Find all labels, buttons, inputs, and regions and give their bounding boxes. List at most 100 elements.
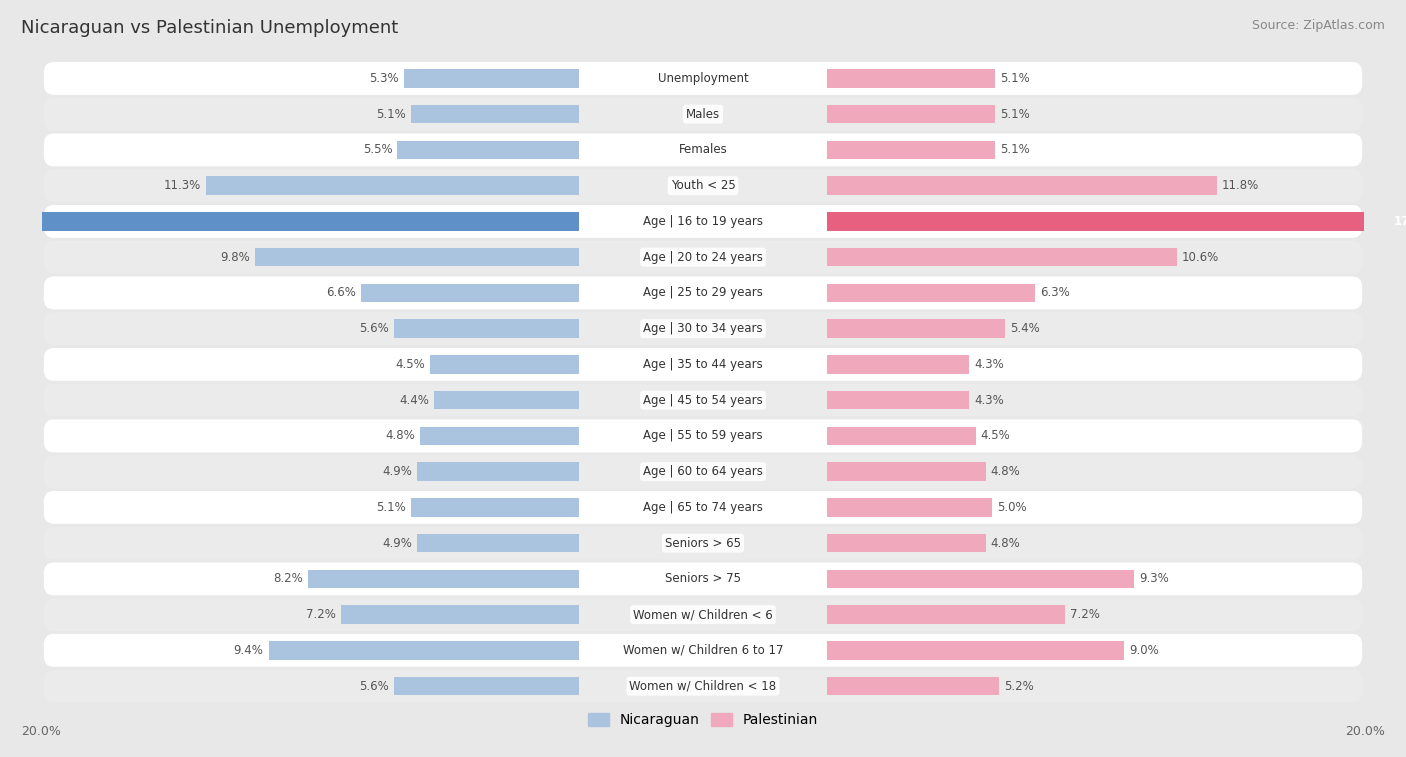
Bar: [398, 141, 579, 159]
Text: 4.4%: 4.4%: [399, 394, 429, 407]
Text: 4.9%: 4.9%: [382, 465, 412, 478]
FancyBboxPatch shape: [44, 562, 1362, 595]
Bar: [418, 463, 579, 481]
Text: 6.6%: 6.6%: [326, 286, 356, 300]
Text: Seniors > 65: Seniors > 65: [665, 537, 741, 550]
Text: Seniors > 75: Seniors > 75: [665, 572, 741, 585]
Text: 5.6%: 5.6%: [360, 322, 389, 335]
Bar: [827, 427, 976, 445]
Text: Women w/ Children 6 to 17: Women w/ Children 6 to 17: [623, 644, 783, 657]
Text: 4.9%: 4.9%: [382, 537, 412, 550]
FancyBboxPatch shape: [44, 133, 1362, 167]
Text: Age | 35 to 44 years: Age | 35 to 44 years: [643, 358, 763, 371]
Bar: [411, 105, 579, 123]
Text: 9.4%: 9.4%: [233, 644, 263, 657]
FancyBboxPatch shape: [44, 634, 1362, 667]
FancyBboxPatch shape: [44, 98, 1362, 131]
Text: 5.0%: 5.0%: [997, 501, 1026, 514]
Bar: [256, 248, 579, 266]
Bar: [827, 534, 986, 553]
FancyBboxPatch shape: [44, 598, 1362, 631]
Text: 5.1%: 5.1%: [1001, 72, 1031, 85]
Text: 4.8%: 4.8%: [385, 429, 416, 442]
Bar: [433, 391, 579, 410]
Text: 11.8%: 11.8%: [1222, 179, 1258, 192]
Text: Nicaraguan vs Palestinian Unemployment: Nicaraguan vs Palestinian Unemployment: [21, 19, 398, 37]
Text: Age | 20 to 24 years: Age | 20 to 24 years: [643, 251, 763, 263]
Text: 5.1%: 5.1%: [375, 107, 405, 120]
Bar: [269, 641, 579, 659]
Text: 4.3%: 4.3%: [974, 394, 1004, 407]
Bar: [394, 319, 579, 338]
Text: 9.3%: 9.3%: [1139, 572, 1168, 585]
Text: 4.5%: 4.5%: [980, 429, 1011, 442]
Text: Age | 65 to 74 years: Age | 65 to 74 years: [643, 501, 763, 514]
Bar: [827, 141, 995, 159]
FancyBboxPatch shape: [44, 384, 1362, 416]
Text: 10.6%: 10.6%: [1182, 251, 1219, 263]
Text: Age | 25 to 29 years: Age | 25 to 29 years: [643, 286, 763, 300]
FancyBboxPatch shape: [44, 62, 1362, 95]
Text: 9.8%: 9.8%: [221, 251, 250, 263]
Bar: [361, 284, 579, 302]
FancyBboxPatch shape: [44, 241, 1362, 273]
Text: Males: Males: [686, 107, 720, 120]
Text: 5.3%: 5.3%: [370, 72, 399, 85]
Legend: Nicaraguan, Palestinian: Nicaraguan, Palestinian: [582, 707, 824, 733]
Bar: [827, 569, 1135, 588]
Text: 4.8%: 4.8%: [990, 465, 1021, 478]
Text: Unemployment: Unemployment: [658, 72, 748, 85]
Bar: [430, 355, 579, 374]
Text: Age | 60 to 64 years: Age | 60 to 64 years: [643, 465, 763, 478]
Bar: [205, 176, 579, 195]
Text: 5.5%: 5.5%: [363, 143, 392, 157]
Text: 7.2%: 7.2%: [1070, 608, 1099, 621]
Bar: [827, 319, 1005, 338]
FancyBboxPatch shape: [44, 491, 1362, 524]
Text: 5.1%: 5.1%: [1001, 107, 1031, 120]
FancyBboxPatch shape: [44, 170, 1362, 202]
Bar: [827, 391, 969, 410]
FancyBboxPatch shape: [44, 455, 1362, 488]
Text: Females: Females: [679, 143, 727, 157]
Bar: [827, 212, 1389, 231]
Bar: [308, 569, 579, 588]
Text: 17.0%: 17.0%: [1393, 215, 1406, 228]
Bar: [404, 69, 579, 88]
FancyBboxPatch shape: [44, 419, 1362, 453]
Text: 8.2%: 8.2%: [273, 572, 304, 585]
FancyBboxPatch shape: [44, 205, 1362, 238]
Bar: [827, 105, 995, 123]
FancyBboxPatch shape: [44, 348, 1362, 381]
FancyBboxPatch shape: [44, 276, 1362, 310]
Bar: [420, 427, 579, 445]
Bar: [827, 248, 1177, 266]
Text: Age | 16 to 19 years: Age | 16 to 19 years: [643, 215, 763, 228]
Text: 7.2%: 7.2%: [307, 608, 336, 621]
Bar: [827, 606, 1064, 624]
Bar: [827, 355, 969, 374]
Text: 4.5%: 4.5%: [395, 358, 426, 371]
Text: 5.6%: 5.6%: [360, 680, 389, 693]
FancyBboxPatch shape: [44, 670, 1362, 702]
Bar: [0, 212, 579, 231]
Text: 4.8%: 4.8%: [990, 537, 1021, 550]
Text: 5.1%: 5.1%: [375, 501, 405, 514]
Bar: [827, 284, 1035, 302]
Bar: [827, 69, 995, 88]
Text: Age | 45 to 54 years: Age | 45 to 54 years: [643, 394, 763, 407]
Text: 20.0%: 20.0%: [21, 725, 60, 738]
Text: Age | 55 to 59 years: Age | 55 to 59 years: [643, 429, 763, 442]
Text: Source: ZipAtlas.com: Source: ZipAtlas.com: [1251, 19, 1385, 32]
Text: 5.1%: 5.1%: [1001, 143, 1031, 157]
Text: 5.2%: 5.2%: [1004, 680, 1033, 693]
Bar: [394, 677, 579, 696]
Bar: [827, 463, 986, 481]
Text: 4.3%: 4.3%: [974, 358, 1004, 371]
Bar: [827, 498, 993, 517]
Bar: [827, 641, 1125, 659]
Text: 6.3%: 6.3%: [1040, 286, 1070, 300]
Text: Women w/ Children < 18: Women w/ Children < 18: [630, 680, 776, 693]
Bar: [827, 677, 998, 696]
Bar: [342, 606, 579, 624]
